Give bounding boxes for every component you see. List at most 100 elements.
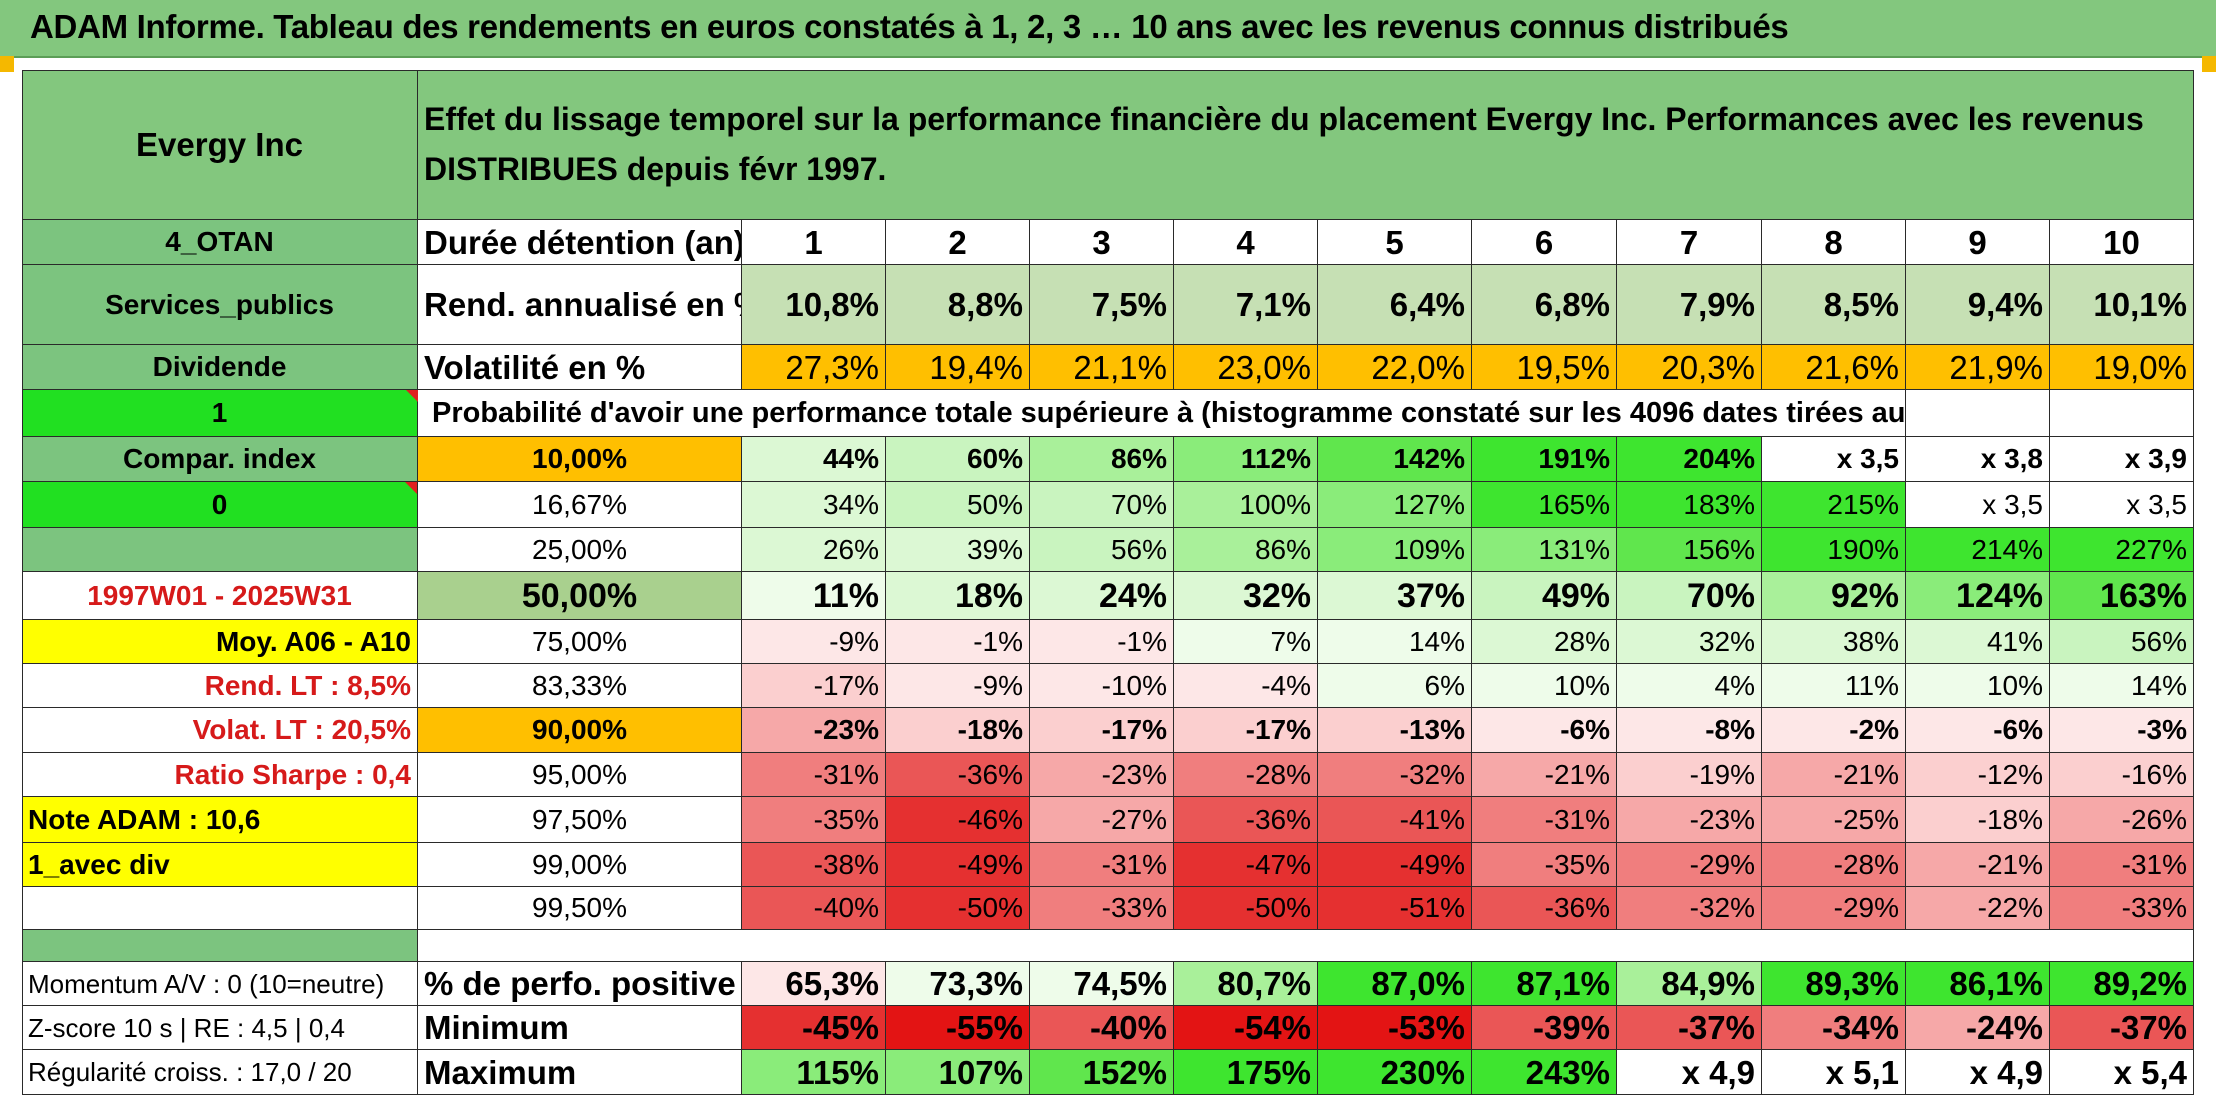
percentile-value: -32% bbox=[1318, 753, 1472, 797]
sidebar-row-11: Ratio Sharpe : 0,4 bbox=[22, 753, 418, 797]
sidebar-row-7: 1997W01 - 2025W31 bbox=[22, 572, 418, 620]
sidebar-row-6 bbox=[22, 528, 418, 572]
percentile-label: 95,00% bbox=[418, 753, 742, 797]
minimum-value: -34% bbox=[1762, 1006, 1906, 1050]
volatility-value: 21,6% bbox=[1762, 345, 1906, 390]
annual-return: 7,9% bbox=[1617, 265, 1762, 345]
percentile-value-text: x 3,8 bbox=[1980, 443, 2043, 474]
positive-value: 87,1% bbox=[1472, 962, 1617, 1006]
spacer-green bbox=[22, 930, 418, 962]
percentile-value: 10% bbox=[1906, 664, 2050, 708]
percentile-value-text: 214% bbox=[1971, 533, 2043, 565]
percentile-value-text: -36% bbox=[957, 758, 1023, 790]
volatility-value-text: 19,5% bbox=[1516, 348, 1610, 386]
percentile-value-text: -16% bbox=[2121, 758, 2187, 790]
percentile-value: -35% bbox=[1472, 843, 1617, 887]
annual-return-text: 7,9% bbox=[1679, 286, 1755, 323]
volatility-value-text: 21,6% bbox=[1805, 348, 1899, 386]
positive-value-text: 87,1% bbox=[1516, 965, 1610, 1002]
positive-value-text: 74,5% bbox=[1073, 965, 1167, 1002]
minimum-value-text: -40% bbox=[1089, 1009, 1167, 1046]
minimum-label-text: Minimum bbox=[424, 1009, 569, 1046]
percentile-value-text: 127% bbox=[1393, 488, 1465, 520]
minimum-value: -54% bbox=[1174, 1006, 1318, 1050]
volatility-value: 21,9% bbox=[1906, 345, 2050, 390]
positive-value: 89,3% bbox=[1762, 962, 1906, 1006]
minimum-value-text: -24% bbox=[1965, 1009, 2043, 1046]
percentile-value: -3% bbox=[2050, 708, 2194, 753]
volatility-value-text: 23,0% bbox=[1217, 348, 1311, 386]
volatility-value: 23,0% bbox=[1174, 345, 1318, 390]
positive-value-text: 86,1% bbox=[1949, 965, 2043, 1002]
annual-return: 9,4% bbox=[1906, 265, 2050, 345]
percentile-value: -31% bbox=[1472, 797, 1617, 843]
metric-side-1: Z-score 10 s | RE : 4,5 | 0,4 bbox=[22, 1006, 418, 1050]
percentile-value-text: -46% bbox=[957, 803, 1023, 835]
probability-blank bbox=[1906, 390, 2050, 437]
year-header: 5 bbox=[1318, 220, 1472, 265]
minimum-label: Minimum bbox=[418, 1006, 742, 1050]
percentile-value-text: 191% bbox=[1538, 443, 1610, 474]
volatility-value: 22,0% bbox=[1318, 345, 1472, 390]
year-header: 7 bbox=[1617, 220, 1762, 265]
year-header-text: 7 bbox=[1679, 223, 1699, 261]
percentile-value-text: 18% bbox=[954, 576, 1023, 615]
percentile-label-text: 99,00% bbox=[532, 848, 627, 880]
sidebar-row-12: Note ADAM : 10,6 bbox=[22, 797, 418, 843]
percentile-value: 32% bbox=[1174, 572, 1318, 620]
year-header: 4 bbox=[1174, 220, 1318, 265]
percentile-value: 4% bbox=[1617, 664, 1762, 708]
maximum-value: x 5,4 bbox=[2050, 1050, 2194, 1095]
sidebar-row-3-text: 1 bbox=[211, 397, 228, 428]
minimum-value: -45% bbox=[742, 1006, 886, 1050]
sidebar-row-4: Compar. index bbox=[22, 437, 418, 482]
percentile-value: 50% bbox=[886, 482, 1030, 528]
percentile-value: -25% bbox=[1762, 797, 1906, 843]
percentile-value: -23% bbox=[1617, 797, 1762, 843]
percentile-value: 38% bbox=[1762, 620, 1906, 664]
percentile-value: 37% bbox=[1318, 572, 1472, 620]
percentile-value: -40% bbox=[742, 887, 886, 930]
year-header: 8 bbox=[1762, 220, 1906, 265]
maximum-value-text: 115% bbox=[796, 1053, 879, 1091]
percentile-value-text: 86% bbox=[1254, 533, 1311, 565]
percentile-value-text: 112% bbox=[1240, 443, 1311, 474]
percentile-value: -22% bbox=[1906, 887, 2050, 930]
percentile-value-text: -28% bbox=[1245, 758, 1311, 790]
percentile-value-text: -21% bbox=[1977, 848, 2043, 880]
percentile-value: 39% bbox=[886, 528, 1030, 572]
percentile-value-text: 56% bbox=[2130, 625, 2187, 657]
sidebar-row-2: Dividende bbox=[22, 345, 418, 390]
percentile-value-text: -1% bbox=[1117, 625, 1167, 657]
percentile-value-text: -36% bbox=[1544, 892, 1610, 923]
percentile-value-text: 50% bbox=[966, 488, 1023, 520]
percentile-value: -17% bbox=[742, 664, 886, 708]
minimum-value: -24% bbox=[1906, 1006, 2050, 1050]
percentile-value-text: 32% bbox=[1242, 576, 1311, 615]
percentile-value-text: 10% bbox=[1986, 669, 2043, 701]
percentile-value-text: 26% bbox=[822, 533, 879, 565]
year-header: 9 bbox=[1906, 220, 2050, 265]
positive-value: 65,3% bbox=[742, 962, 886, 1006]
maximum-value-text: 175% bbox=[1226, 1053, 1311, 1091]
percentile-value: -4% bbox=[1174, 664, 1318, 708]
percentile-value-text: 190% bbox=[1827, 533, 1899, 565]
percentile-value-text: 142% bbox=[1393, 443, 1465, 474]
percentile-value-text: x 3,5 bbox=[1982, 488, 2043, 520]
percentile-value: -13% bbox=[1318, 708, 1472, 753]
sidebar-row-5-text: 0 bbox=[211, 488, 228, 520]
annual-return-text: 9,4% bbox=[1967, 286, 2043, 323]
percentile-value: -28% bbox=[1174, 753, 1318, 797]
percentile-value-text: -50% bbox=[957, 892, 1023, 923]
annual-return: 10,1% bbox=[2050, 265, 2194, 345]
percentile-value: -36% bbox=[1472, 887, 1617, 930]
percentile-value: -1% bbox=[1030, 620, 1174, 664]
metric-side-0-text: Momentum A/V : 0 (10=neutre) bbox=[28, 968, 385, 999]
percentile-value: 44% bbox=[742, 437, 886, 482]
percentile-value-text: x 3,9 bbox=[2124, 443, 2187, 474]
minimum-value-text: -37% bbox=[2109, 1009, 2187, 1046]
comment-marker-icon bbox=[406, 390, 418, 402]
year-header-text: 5 bbox=[1385, 223, 1404, 261]
percentile-label: 99,50% bbox=[418, 887, 742, 930]
percentile-value: 14% bbox=[1318, 620, 1472, 664]
